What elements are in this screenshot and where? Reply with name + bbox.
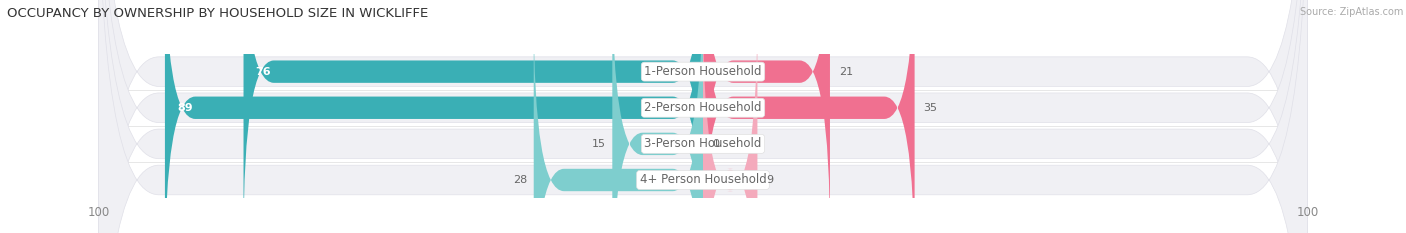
FancyBboxPatch shape — [613, 0, 703, 233]
Text: 9: 9 — [766, 175, 773, 185]
Text: 1-Person Household: 1-Person Household — [644, 65, 762, 78]
Text: 76: 76 — [256, 67, 271, 77]
FancyBboxPatch shape — [703, 0, 830, 233]
FancyBboxPatch shape — [243, 0, 703, 233]
Text: 4+ Person Household: 4+ Person Household — [640, 174, 766, 186]
FancyBboxPatch shape — [703, 11, 758, 233]
FancyBboxPatch shape — [98, 0, 1308, 233]
FancyBboxPatch shape — [98, 0, 1308, 233]
Text: 0: 0 — [711, 139, 718, 149]
Text: 15: 15 — [592, 139, 606, 149]
Text: 21: 21 — [839, 67, 853, 77]
Text: 3-Person Household: 3-Person Household — [644, 137, 762, 150]
Text: 35: 35 — [924, 103, 938, 113]
FancyBboxPatch shape — [98, 0, 1308, 233]
Text: 2-Person Household: 2-Person Household — [644, 101, 762, 114]
FancyBboxPatch shape — [703, 0, 915, 233]
FancyBboxPatch shape — [534, 11, 703, 233]
Text: 89: 89 — [177, 103, 193, 113]
FancyBboxPatch shape — [165, 0, 703, 233]
FancyBboxPatch shape — [98, 0, 1308, 233]
Text: 28: 28 — [513, 175, 527, 185]
Text: Source: ZipAtlas.com: Source: ZipAtlas.com — [1299, 7, 1403, 17]
Text: OCCUPANCY BY OWNERSHIP BY HOUSEHOLD SIZE IN WICKLIFFE: OCCUPANCY BY OWNERSHIP BY HOUSEHOLD SIZE… — [7, 7, 429, 20]
